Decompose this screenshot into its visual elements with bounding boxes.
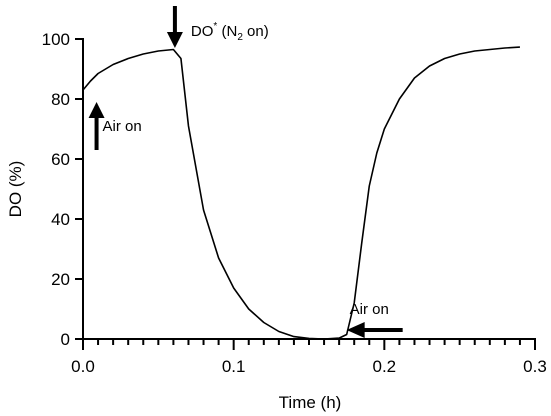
tick-labels: 0 20 40 60 80 100 0.0 0.1 0.2 0.3 — [42, 30, 547, 376]
x-tick-label: 0.3 — [523, 357, 547, 376]
y-tick-label: 20 — [51, 270, 70, 289]
arrow-head-icon — [166, 32, 183, 48]
y-tick-label: 0 — [61, 330, 70, 349]
annotation-label: DO* (N2 on) — [191, 21, 269, 43]
arrow-head-icon — [88, 102, 105, 118]
arrow-head-icon — [346, 322, 365, 338]
do-series-line — [82, 46, 520, 340]
annotation-n2-on: DO* (N2 on) — [166, 6, 269, 48]
annotation-layer: Air on DO* (N2 on) Air on — [88, 6, 403, 338]
annotation-air-on-1: Air on — [88, 102, 142, 150]
series-layer — [82, 46, 520, 340]
y-tick-label: 100 — [42, 30, 70, 49]
y-tick-label: 60 — [51, 150, 70, 169]
y-axis-title: DO (%) — [6, 161, 25, 218]
y-tick-label: 40 — [51, 210, 70, 229]
x-tick-label: 0.1 — [222, 357, 246, 376]
x-axis-title: Time (h) — [279, 393, 342, 412]
annotation-label: Air on — [103, 118, 142, 135]
x-tick-label: 0.2 — [373, 357, 397, 376]
ticks — [75, 38, 536, 350]
annotation-label: Air on — [350, 301, 389, 318]
annotation-air-on-2: Air on — [346, 301, 403, 338]
axes — [82, 38, 536, 340]
y-tick-label: 80 — [51, 90, 70, 109]
x-tick-label: 0.0 — [71, 357, 95, 376]
